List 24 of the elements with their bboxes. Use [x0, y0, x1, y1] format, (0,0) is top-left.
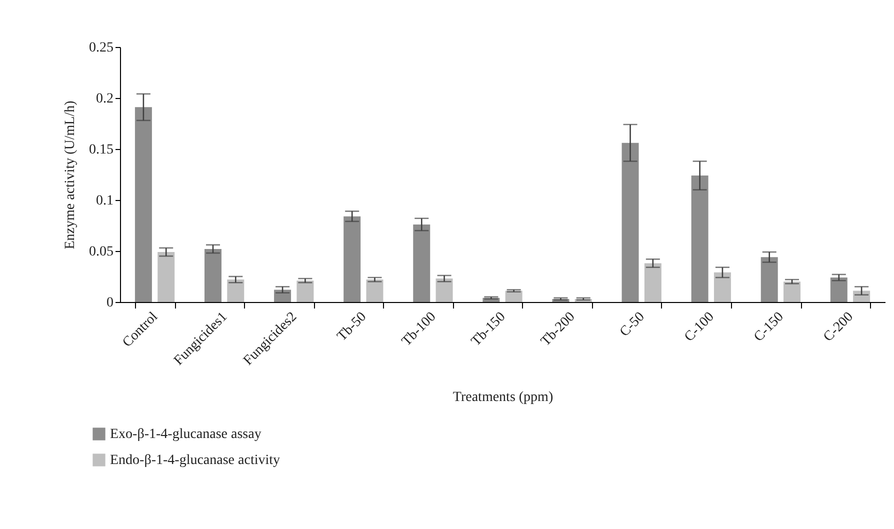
bar	[436, 278, 453, 302]
y-tick-label: 0.15	[89, 142, 114, 158]
bar	[344, 216, 361, 302]
bar	[158, 252, 175, 302]
bar	[134, 107, 152, 302]
y-tick-label: 0.05	[89, 244, 114, 260]
bar	[714, 272, 731, 302]
bar	[760, 257, 778, 302]
y-axis-title: Enzyme activity (U/mL/h)	[63, 100, 78, 250]
x-axis-title: Treatments (ppm)	[452, 390, 554, 405]
bar	[227, 280, 244, 302]
bar	[413, 224, 430, 302]
legend-label: Endo-β-1-4-glucanase activity	[110, 453, 280, 468]
y-tick-label: 0.2	[96, 92, 114, 106]
y-tick-label: 0.1	[96, 194, 114, 208]
bar	[644, 263, 662, 302]
y-tick-label: 0	[106, 296, 114, 310]
bar	[622, 142, 639, 302]
bar	[691, 176, 708, 302]
bar	[204, 248, 222, 302]
bar	[830, 278, 848, 302]
y-tick-label: 0.25	[89, 40, 114, 56]
legend-label: Exo-β-1-4-glucanase assay	[110, 427, 262, 442]
x-tick-label: C-50	[617, 310, 648, 340]
